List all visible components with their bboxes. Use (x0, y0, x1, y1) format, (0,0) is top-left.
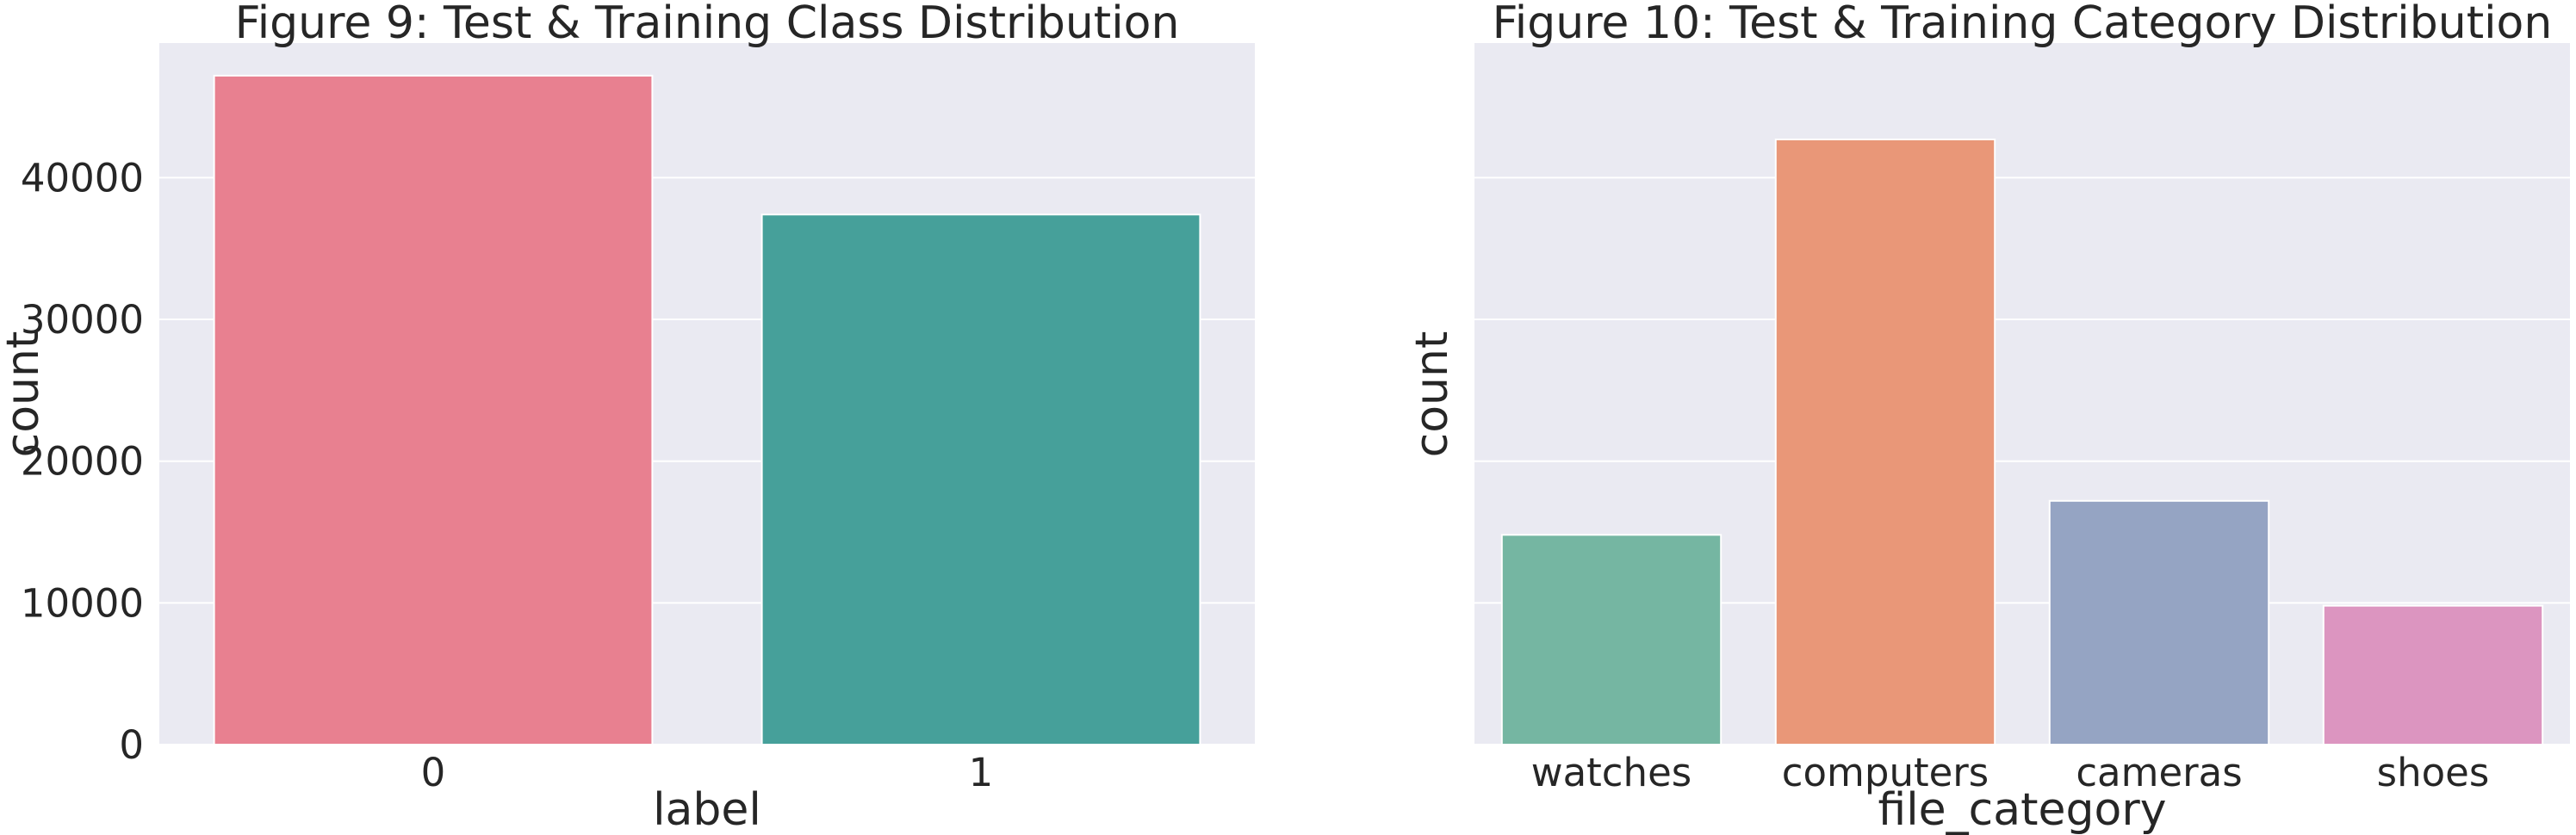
x-tick-label: shoes (2377, 750, 2490, 795)
bars (213, 74, 1201, 745)
chart-title: Figure 9: Test & Training Class Distribu… (235, 0, 1180, 49)
x-tick-label: cameras (2076, 750, 2242, 795)
chart-title: Figure 10: Test & Training Category Dist… (1493, 0, 2553, 49)
y-tick-label: 0 (119, 722, 144, 768)
x-tick-label: 0 (421, 750, 446, 795)
y-axis-label: count (1406, 331, 1458, 458)
x-tick-label: watches (1531, 750, 1691, 795)
x-axis-label: file_category (1878, 784, 2166, 835)
x-tick-label: computers (1782, 750, 1989, 795)
y-tick-label: 40000 (21, 155, 144, 201)
bar (2048, 499, 2270, 746)
bar (1774, 138, 1996, 745)
y-tick-label: 10000 (21, 580, 144, 626)
chart-category-distribution: watches computers cameras shoes Figure 10: … (1406, 0, 2570, 835)
y-tick-labels: 0 10000 20000 30000 40000 (21, 155, 144, 768)
x-axis-label: label (653, 784, 761, 835)
bar (213, 74, 654, 745)
bars (1500, 138, 2544, 746)
bar (1500, 534, 1723, 746)
y-axis-label: count (0, 331, 49, 458)
x-tick-labels: watches computers cameras shoes (1531, 750, 2490, 795)
x-tick-label: 1 (969, 750, 994, 795)
bar (2322, 604, 2544, 746)
bar (760, 213, 1201, 745)
y-tick-label: 20000 (21, 439, 144, 485)
y-tick-label: 30000 (21, 297, 144, 343)
